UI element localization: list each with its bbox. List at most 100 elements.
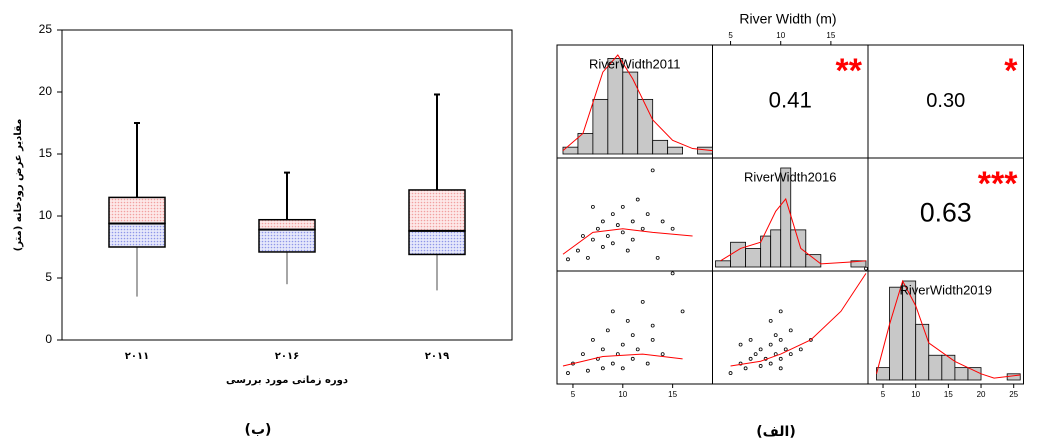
scatter-point bbox=[625, 248, 630, 253]
scatter-point bbox=[635, 197, 640, 202]
scatter-point bbox=[778, 337, 783, 342]
scatter-point bbox=[778, 366, 783, 371]
hist-bar bbox=[730, 241, 747, 268]
scatter-point bbox=[778, 309, 783, 314]
significance-stars: ** bbox=[836, 52, 863, 90]
scatter-point bbox=[610, 309, 615, 314]
scatter-point bbox=[670, 271, 675, 276]
box-upper bbox=[408, 189, 466, 232]
y-tick-label: 10 bbox=[39, 208, 53, 222]
hist-bar bbox=[637, 98, 654, 155]
hist-bar bbox=[941, 354, 956, 381]
correlation-value: 0.63 bbox=[920, 198, 972, 228]
scatter-point bbox=[728, 371, 733, 375]
hist-bar bbox=[967, 367, 982, 381]
scatter-point bbox=[768, 318, 773, 323]
scatter-point bbox=[600, 219, 605, 224]
scatter-point bbox=[768, 361, 773, 366]
scatter-point bbox=[566, 371, 570, 375]
hist-bar bbox=[607, 58, 624, 155]
scatter-point bbox=[640, 226, 645, 231]
hist-bar bbox=[652, 139, 669, 155]
hist-bar bbox=[850, 260, 867, 268]
caption: (ب) bbox=[245, 422, 272, 438]
scatter-point bbox=[650, 337, 655, 342]
box-upper bbox=[258, 218, 316, 231]
scatter-point bbox=[645, 361, 650, 366]
scatter-point bbox=[625, 318, 630, 323]
scatter-point bbox=[738, 342, 743, 347]
plot-frame bbox=[61, 29, 513, 341]
scatter-point bbox=[645, 212, 650, 217]
panel bbox=[867, 270, 1024, 385]
x-tick-label: 10 bbox=[911, 390, 920, 399]
scatter-point bbox=[590, 337, 595, 342]
box-lower bbox=[108, 222, 166, 248]
x-tick-label: 10 bbox=[776, 31, 785, 40]
scatter-point bbox=[620, 230, 625, 235]
hist-bar bbox=[745, 248, 762, 268]
smooth-line bbox=[562, 353, 683, 367]
scatter-point bbox=[630, 237, 635, 242]
y-tick-label: 25 bbox=[39, 22, 53, 36]
scatter-point bbox=[808, 337, 813, 342]
scatter-point bbox=[660, 352, 665, 356]
scatter-point bbox=[768, 342, 773, 347]
x-axis-label: دوره زمانی مورد بررسی bbox=[226, 375, 348, 386]
matrix-title: River Width (m) bbox=[739, 11, 836, 27]
scatter-point bbox=[753, 352, 758, 356]
x-tick-label: 20 bbox=[977, 390, 986, 399]
density-line bbox=[720, 197, 867, 265]
scatter-point bbox=[620, 204, 625, 209]
scatter-point bbox=[650, 168, 655, 173]
hist-bar bbox=[915, 323, 930, 381]
caption: (الف) bbox=[756, 424, 796, 440]
panel bbox=[556, 157, 713, 272]
scatter-point bbox=[620, 366, 625, 371]
scatter-point bbox=[581, 352, 585, 356]
scatter-point bbox=[630, 356, 635, 361]
y-axis-label: مقادیر عرض رودخانه (متر) bbox=[13, 119, 24, 252]
y-tick-label: 20 bbox=[39, 84, 53, 98]
scatter-point bbox=[798, 347, 803, 352]
scatter-point bbox=[650, 323, 655, 328]
hist-bar bbox=[1006, 373, 1021, 381]
scatter-point bbox=[600, 366, 605, 371]
scatter-point bbox=[605, 234, 610, 238]
scatter-point bbox=[773, 333, 778, 337]
hist-bar bbox=[928, 354, 943, 381]
scatter-point bbox=[610, 241, 615, 246]
scatter-point bbox=[748, 356, 753, 361]
y-tick-label: 5 bbox=[45, 270, 52, 284]
x-tick-label: 5 bbox=[571, 390, 576, 399]
x-tick-label: 25 bbox=[1009, 390, 1018, 399]
scatter-point bbox=[610, 212, 615, 217]
hist-bar bbox=[790, 229, 807, 268]
scatter-point bbox=[595, 226, 600, 231]
scatter-point bbox=[738, 361, 743, 366]
x-tick-label: 15 bbox=[826, 31, 835, 40]
scatter-point bbox=[778, 356, 783, 361]
scatter-point bbox=[788, 352, 793, 356]
hist-bar bbox=[805, 254, 822, 268]
x-tick-label: 5 bbox=[881, 390, 886, 399]
scatter-point bbox=[586, 255, 590, 260]
scatter-point bbox=[590, 204, 595, 209]
correlation-value: 0.30 bbox=[926, 90, 965, 112]
panel bbox=[556, 270, 713, 385]
x-tick-label: 15 bbox=[668, 390, 677, 399]
scatter-point bbox=[783, 347, 788, 352]
smooth-line bbox=[562, 228, 693, 255]
scatter-point bbox=[864, 266, 868, 271]
hist-bar bbox=[770, 229, 782, 268]
hist-bar bbox=[954, 367, 969, 381]
density-line bbox=[562, 54, 713, 152]
box-lower bbox=[258, 228, 316, 253]
scatter-point bbox=[743, 366, 748, 371]
scatter-point bbox=[660, 219, 665, 224]
scatter-point bbox=[655, 255, 660, 260]
x-tick-label: ۲۰۱۹ bbox=[425, 351, 449, 362]
scatter-point bbox=[758, 347, 763, 352]
variable-name: RiverWidth2016 bbox=[744, 169, 837, 184]
